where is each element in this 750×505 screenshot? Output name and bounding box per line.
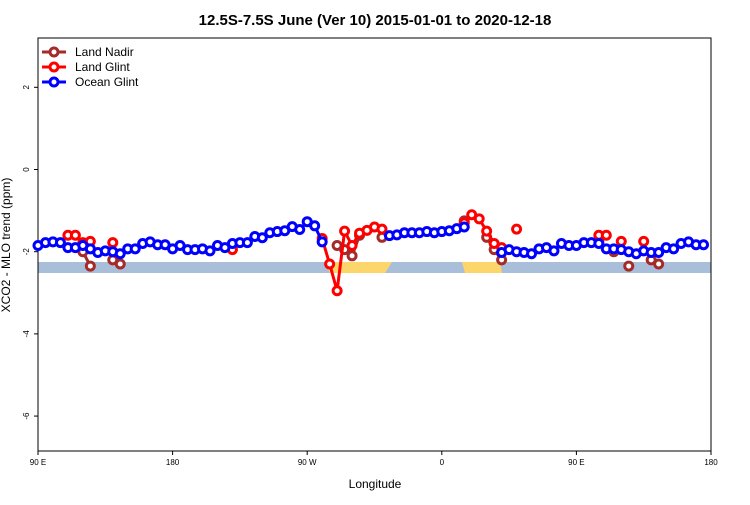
data-point (129, 243, 141, 255)
data-point (698, 239, 710, 251)
data-point (69, 229, 81, 241)
data-point (114, 258, 126, 270)
x-tick-label: 90 E (30, 458, 46, 467)
legend-label: Land Glint (75, 60, 130, 74)
legend-marker (48, 61, 60, 73)
legend-label: Land Nadir (75, 45, 134, 59)
data-point (309, 220, 321, 232)
data-point (593, 237, 605, 249)
legend-marker (48, 76, 60, 88)
data-point (668, 243, 680, 255)
x-tick-label: 180 (704, 458, 718, 467)
data-point (241, 237, 253, 249)
data-point (653, 258, 665, 270)
x-tick-label: 90 E (568, 458, 584, 467)
data-point (526, 248, 538, 260)
data-point (256, 232, 268, 244)
data-point (481, 225, 493, 237)
data-point (511, 223, 523, 235)
data-point (339, 225, 351, 237)
data-point (458, 221, 470, 233)
x-tick-label: 180 (166, 458, 180, 467)
data-point (107, 237, 119, 249)
data-point (324, 258, 336, 270)
data-point (84, 260, 96, 272)
land-strip (462, 262, 502, 273)
data-point (473, 213, 485, 225)
y-tick-label: -2 (22, 248, 31, 256)
y-axis-label: XCO2 - MLO trend (ppm) (0, 178, 13, 313)
legend-marker (48, 46, 60, 58)
data-point (376, 223, 388, 235)
data-point (600, 229, 612, 241)
data-point (54, 237, 66, 249)
land-strip (345, 262, 392, 273)
data-point (346, 240, 358, 252)
data-point (623, 260, 635, 272)
x-tick-label: 90 W (298, 458, 317, 467)
y-tick-label: 2 (22, 85, 31, 90)
y-tick-label: 0 (22, 167, 31, 172)
data-point (114, 248, 126, 260)
data-point (548, 245, 560, 257)
data-point (294, 224, 306, 236)
x-tick-label: 0 (440, 458, 445, 467)
data-point (204, 245, 216, 257)
data-point (331, 285, 343, 297)
map-strip (38, 262, 711, 273)
data-point (316, 236, 328, 248)
legend-label: Ocean Glint (75, 75, 139, 89)
x-axis-label: Longitude (349, 477, 402, 491)
y-tick-label: -4 (22, 330, 31, 338)
chart-title: 12.5S-7.5S June (Ver 10) 2015-01-01 to 2… (199, 12, 552, 29)
y-tick-label: -6 (22, 412, 31, 420)
data-point (653, 247, 665, 259)
data-point (638, 235, 650, 247)
data-point (346, 250, 358, 262)
